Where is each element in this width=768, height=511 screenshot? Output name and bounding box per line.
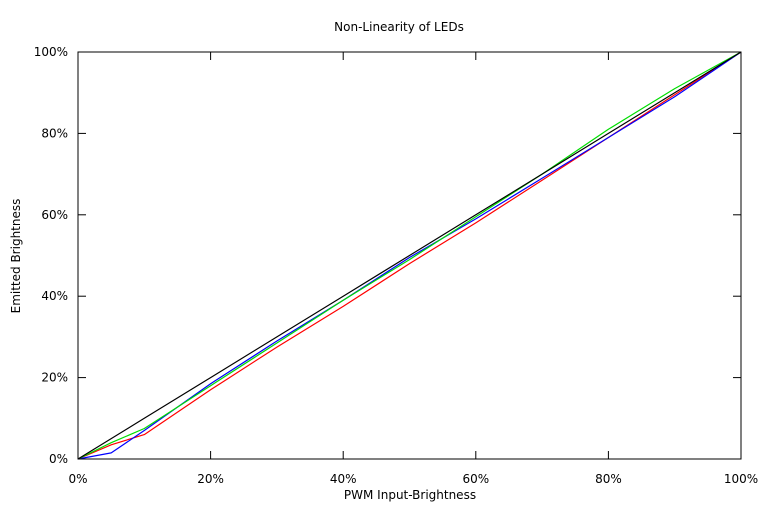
y-tick-label: 40%	[41, 289, 68, 303]
series-layer	[77, 51, 742, 460]
y-tick-label: 0%	[49, 452, 68, 466]
x-tick-label: 20%	[197, 472, 224, 486]
x-tick-label: 40%	[330, 472, 357, 486]
series-line-linear	[77, 51, 742, 460]
x-tick-label: 80%	[595, 472, 622, 486]
y-tick-label: 20%	[41, 371, 68, 385]
x-axis-label: PWM Input-Brightness	[344, 488, 476, 502]
y-tick-label: 60%	[41, 208, 68, 222]
x-tick-label: 0%	[68, 472, 87, 486]
series-line-green	[77, 51, 742, 460]
chart-title: Non-Linearity of LEDs	[334, 20, 464, 34]
y-axis-label: Emitted Brightness	[9, 199, 23, 314]
x-axis-ticks: 0% 20% 40% 60% 80% 100%	[68, 52, 758, 486]
plot-frame	[77, 51, 742, 460]
y-axis-ticks: 0% 20% 40% 60% 80% 100%	[34, 45, 741, 466]
y-tick-label: 100%	[34, 45, 68, 59]
y-tick-label: 80%	[41, 126, 68, 140]
x-tick-label: 60%	[462, 472, 489, 486]
series-line-blue	[77, 51, 742, 460]
x-tick-label: 100%	[724, 472, 758, 486]
